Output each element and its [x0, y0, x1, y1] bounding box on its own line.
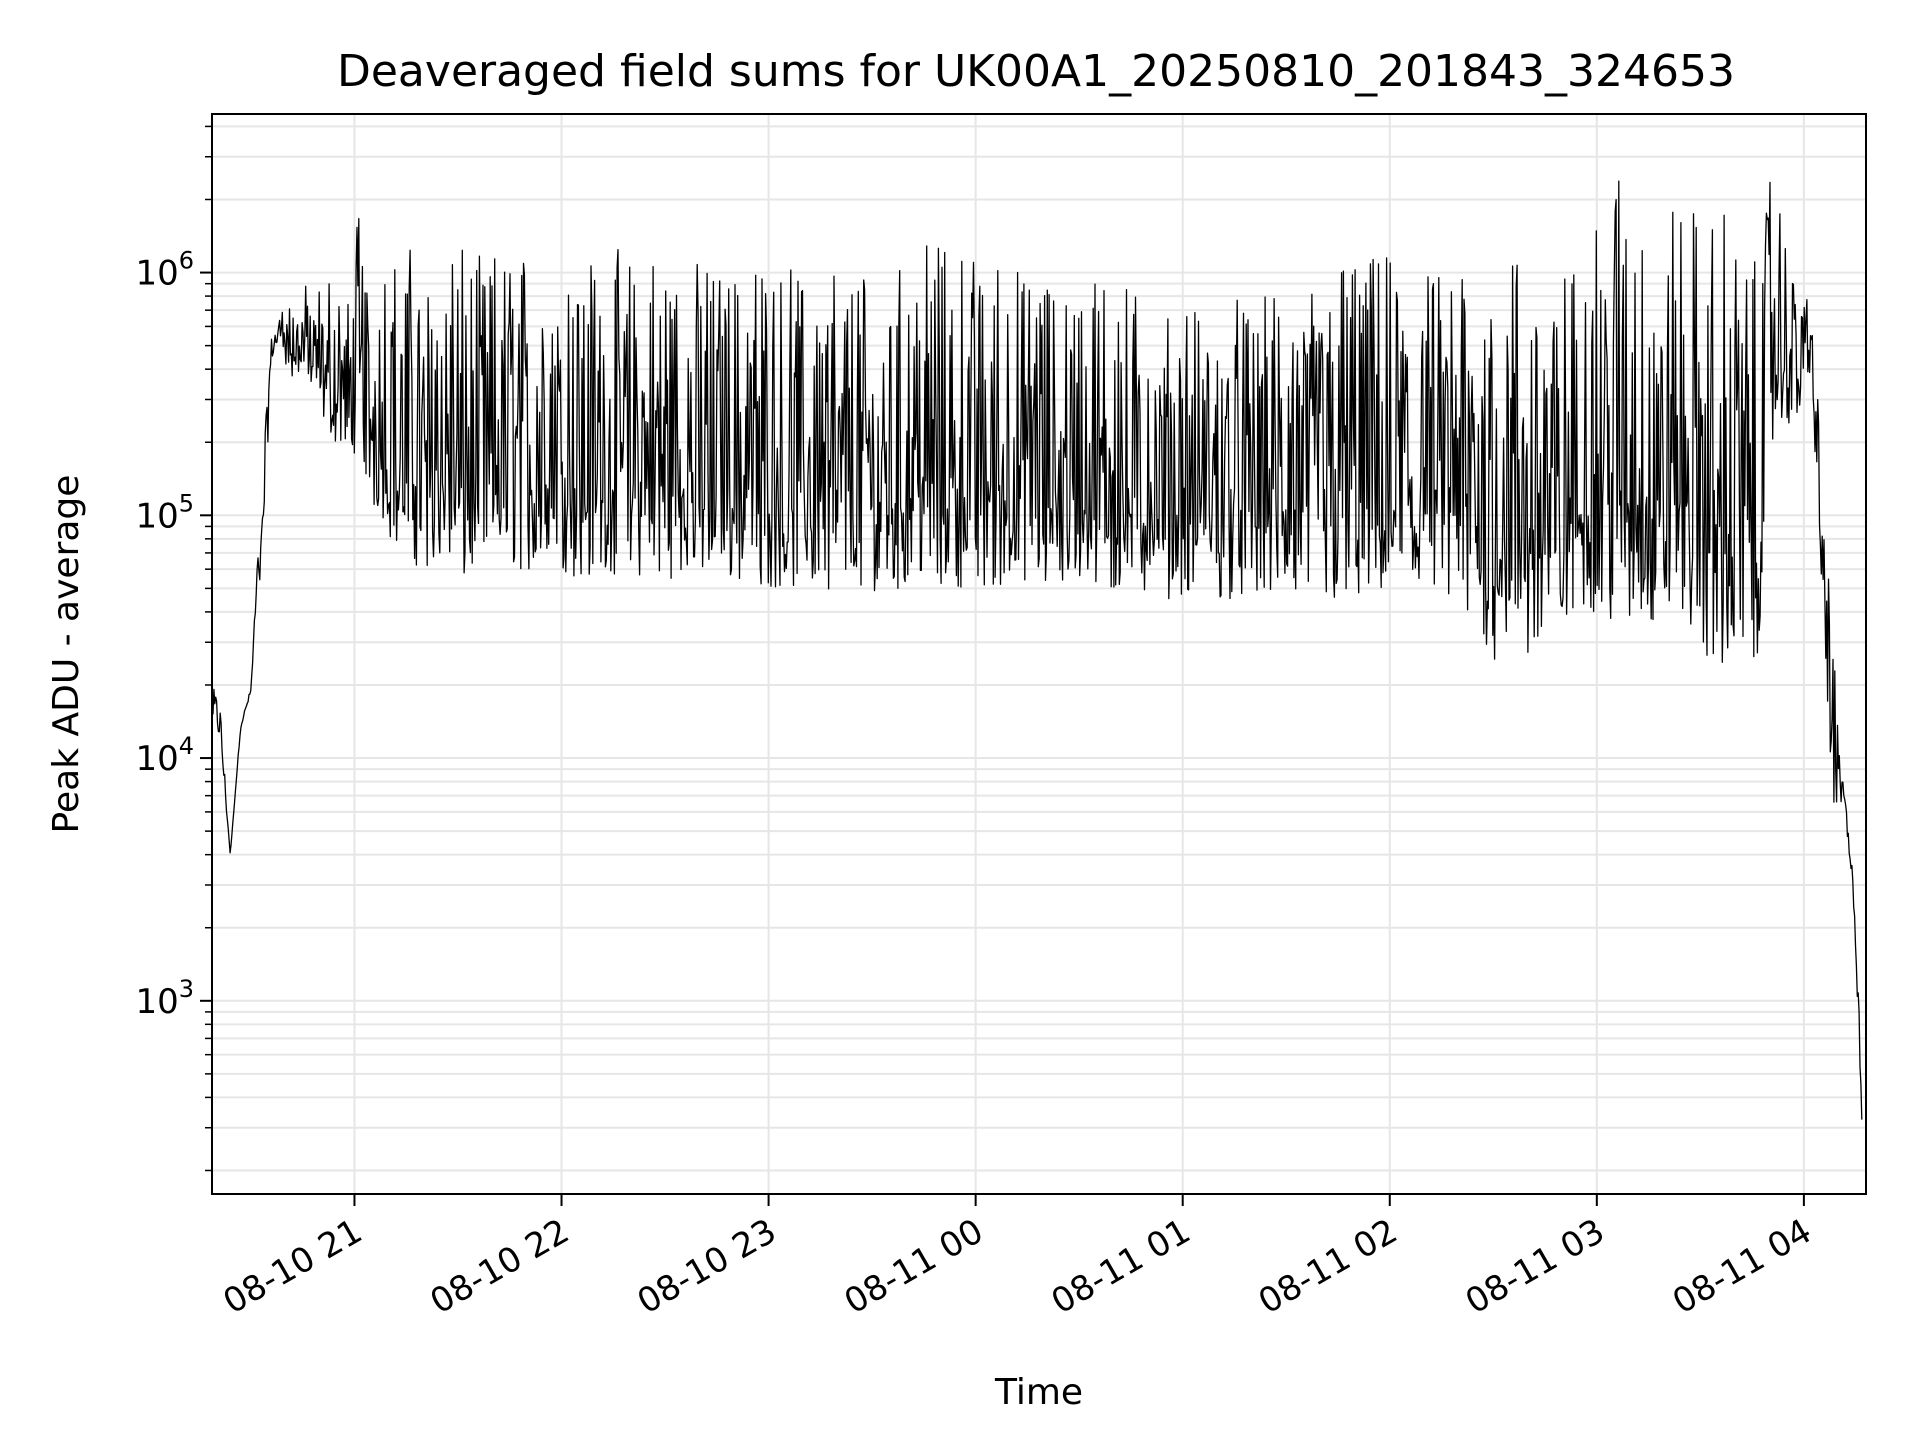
x-tick-label: 08-10 21 [217, 1211, 369, 1322]
x-axis: 08-10 21 08-10 22 08-10 23 08-11 00 08-11 01… [217, 1194, 1818, 1322]
y-tick-label: 105 [135, 489, 194, 536]
series-line [212, 180, 1863, 1120]
x-tick-label: 08-11 01 [1045, 1211, 1197, 1322]
chart-title: Deaveraged field sums for UK00A1_2025081… [337, 46, 1735, 97]
series-group [212, 180, 1863, 1120]
x-tick-label: 08-10 23 [631, 1211, 783, 1322]
y-tick-label: 106 [135, 247, 194, 294]
y-axis: 103 104 105 106 [135, 125, 212, 1172]
x-tick-label: 08-11 02 [1252, 1211, 1404, 1322]
x-tick-label: 08-11 03 [1459, 1211, 1611, 1322]
y-tick-label: 103 [135, 975, 194, 1022]
y-axis-label: Peak ADU - average [46, 475, 87, 834]
plot-frame [211, 113, 1867, 1195]
x-axis-label: Time [994, 1372, 1083, 1413]
x-tick-label: 08-11 04 [1666, 1211, 1818, 1322]
y-tick-label: 104 [135, 732, 194, 779]
x-tick-label: 08-11 00 [838, 1211, 990, 1322]
x-tick-label: 08-10 22 [424, 1211, 576, 1322]
